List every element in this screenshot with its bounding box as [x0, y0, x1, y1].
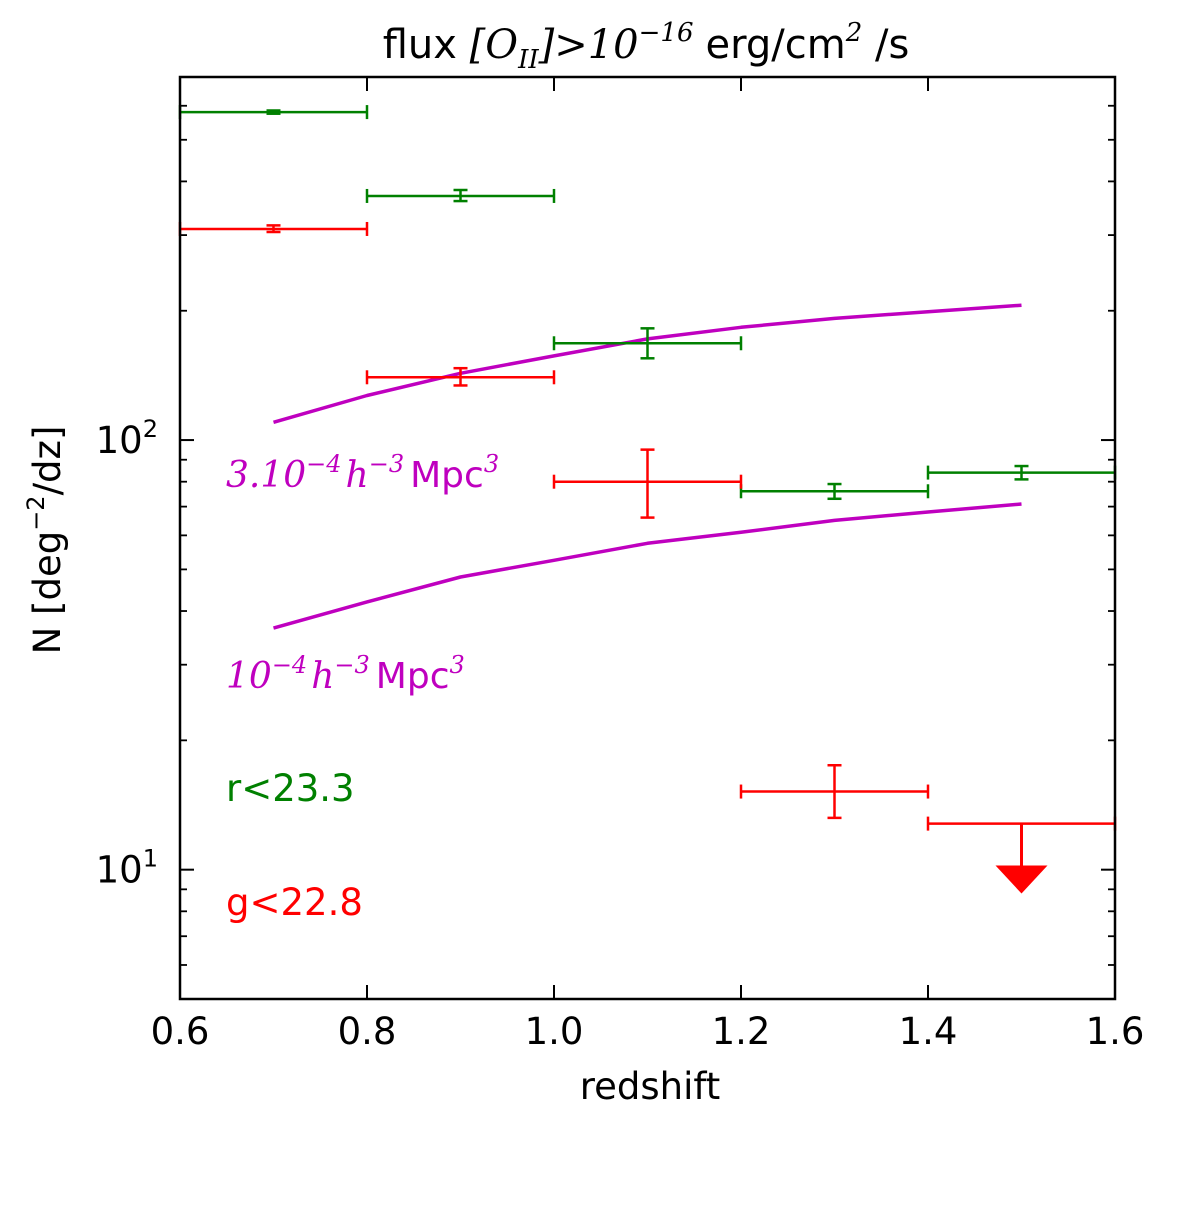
plot-area	[178, 105, 1117, 894]
x-tick-label: 0.8	[338, 1010, 397, 1053]
y-tick-label: 102	[96, 415, 158, 462]
y-tick-base: 10	[96, 419, 143, 462]
errorbar-r-4	[739, 482, 930, 501]
errorbar-g-2	[365, 366, 556, 387]
upper-limit-arrowhead	[995, 865, 1048, 894]
legend-r-label: r<23.3	[226, 767, 355, 810]
errorbar-g-3	[552, 448, 743, 519]
x-tick-label: 1.4	[899, 1010, 958, 1053]
y-axis-label: N [deg−2/dz]	[22, 426, 69, 655]
errorbar-r-2	[365, 188, 556, 203]
errorbar-g-5	[926, 816, 1117, 894]
model-curve-1	[273, 303, 1022, 424]
model-curve-2	[273, 502, 1022, 630]
errorbar-g-4	[739, 764, 930, 820]
x-tick-label: 1.2	[712, 1010, 771, 1053]
errorbar-g-1	[178, 221, 369, 236]
y-tick-exp: 1	[143, 845, 158, 873]
legend-g-label: g<22.8	[226, 881, 363, 924]
curve2-label: 10−4 h−3 Mpc3	[226, 651, 465, 697]
y-tick-base: 10	[96, 849, 143, 892]
y-tick-exp: 2	[143, 415, 158, 443]
chart-title: flux [OII]>10−16 erg/cm2 /s	[383, 18, 910, 75]
x-tick-label: 0.6	[151, 1010, 210, 1053]
x-axis-label: redshift	[580, 1065, 721, 1108]
errorbar-r-3	[552, 327, 743, 360]
errorbar-r-1	[178, 105, 369, 120]
y-tick-label: 101	[96, 845, 158, 892]
curve1-label: 3.10−4 h−3 Mpc3	[226, 450, 499, 496]
x-tick-label: 1.0	[525, 1010, 584, 1053]
axes-frame	[178, 75, 1117, 1001]
errorbar-r-5	[926, 464, 1117, 481]
x-tick-label: 1.6	[1086, 1010, 1145, 1053]
